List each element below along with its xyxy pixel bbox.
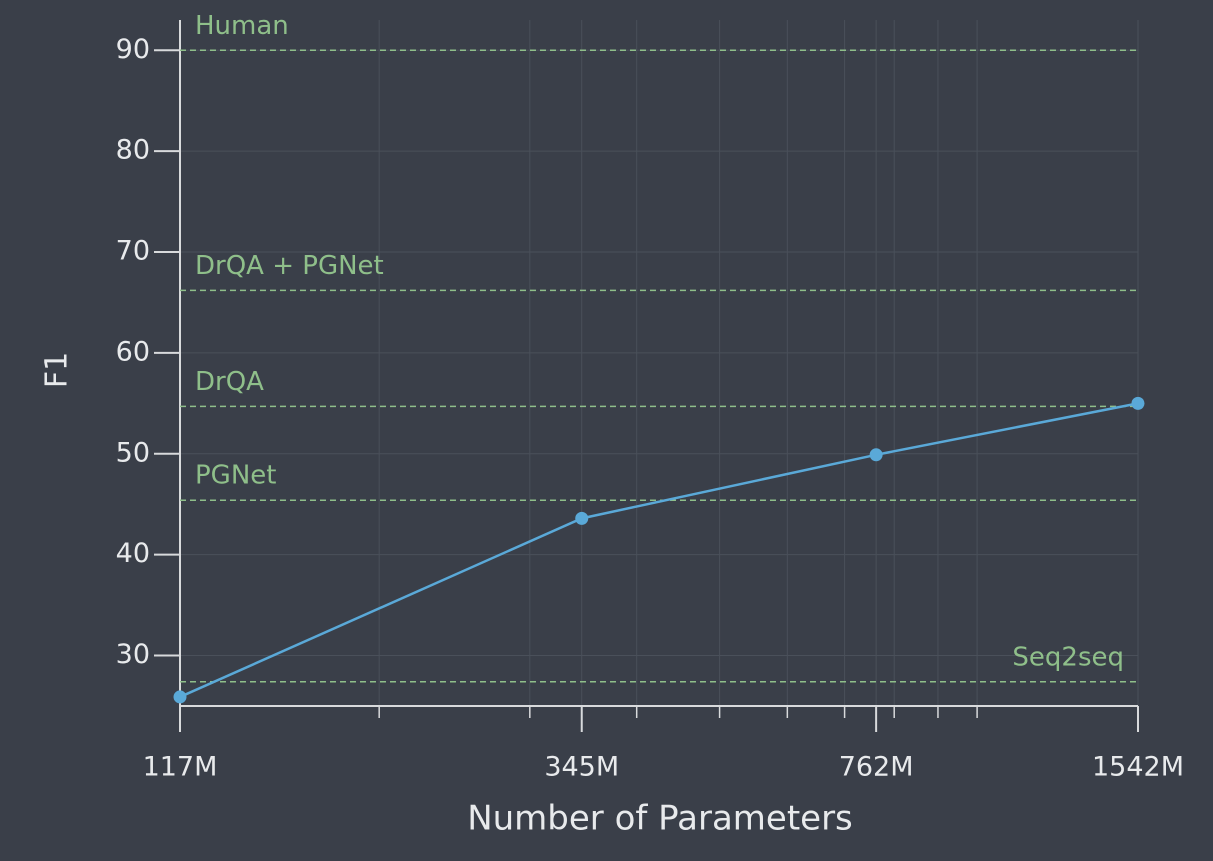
y-tick-label: 50 [116, 437, 150, 468]
x-tick-label: 117M [143, 752, 218, 783]
data-point [1131, 396, 1145, 410]
reference-label: PGNet [195, 461, 276, 491]
reference-label: DrQA + PGNet [195, 251, 384, 281]
data-point [869, 448, 883, 462]
y-tick-label: 40 [116, 538, 150, 569]
y-tick-label: 80 [116, 135, 150, 166]
data-point [173, 690, 187, 704]
data-point [575, 511, 589, 525]
y-tick-label: 70 [116, 236, 150, 267]
reference-label: Human [195, 11, 289, 41]
y-tick-label: 90 [116, 34, 150, 65]
x-tick-label: 345M [544, 752, 619, 783]
series-line [179, 402, 1139, 699]
x-axis-title: Number of Parameters [467, 799, 853, 839]
reference-label: DrQA [195, 367, 264, 397]
x-tick-label: 1542M [1092, 752, 1184, 783]
y-tick-label: 30 [116, 639, 150, 670]
y-axis-title: F1 [40, 352, 75, 388]
y-tick-label: 60 [116, 336, 150, 367]
x-tick-label: 762M [839, 752, 914, 783]
reference-label: Seq2seq [1012, 642, 1124, 672]
